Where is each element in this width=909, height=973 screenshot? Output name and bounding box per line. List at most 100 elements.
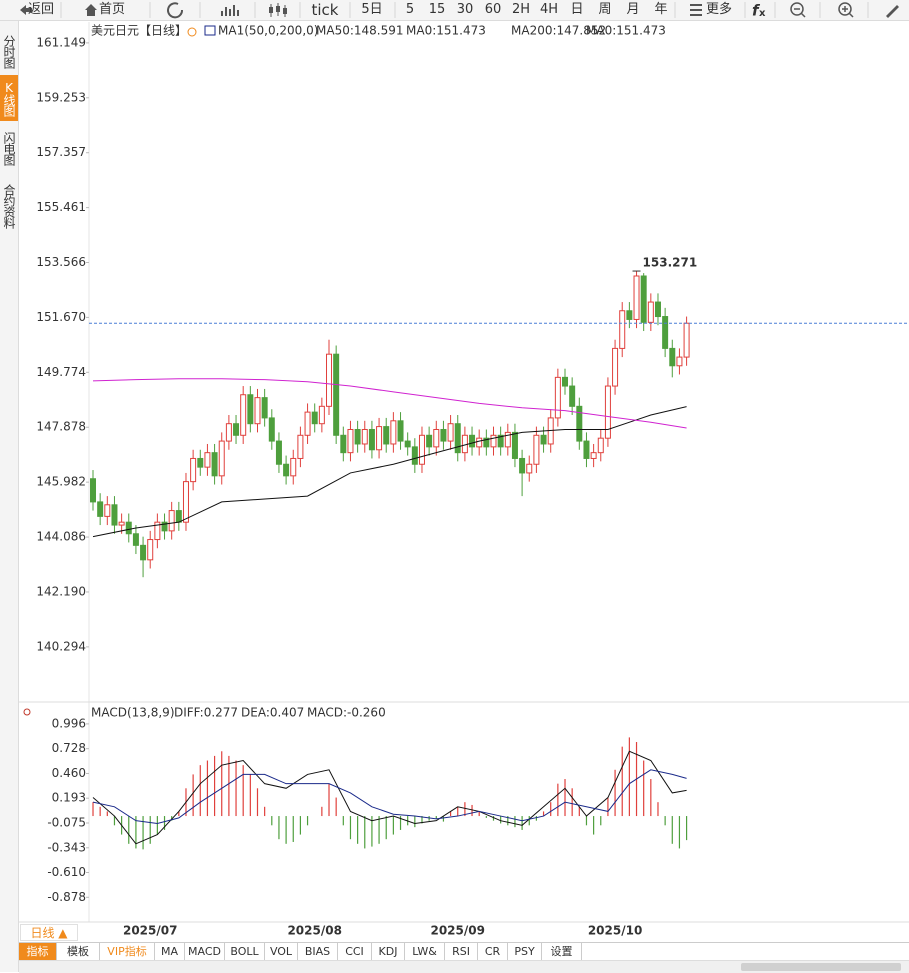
- toolbar-button[interactable]: 4H: [539, 2, 559, 17]
- indicator-tab[interactable]: LW&: [405, 943, 445, 960]
- candle-body: [247, 394, 254, 425]
- bar-icon[interactable]: [221, 5, 239, 16]
- macd-settings-icon[interactable]: [23, 708, 31, 716]
- candle-body: [612, 347, 619, 387]
- toolbar-button[interactable]: 月: [626, 2, 640, 17]
- candle-body: [347, 428, 354, 454]
- refresh-icon[interactable]: [167, 2, 184, 19]
- candle-icon[interactable]: [269, 7, 273, 13]
- y-tick-label: 0.193: [52, 791, 86, 805]
- chart-title: 美元日元: [91, 24, 139, 38]
- candle-body: [604, 385, 611, 439]
- toolbar-button[interactable]: 60: [484, 2, 502, 17]
- fx-icon-x[interactable]: x: [759, 8, 766, 19]
- candle-body: [540, 434, 547, 445]
- indicator-tab[interactable]: 模板: [57, 943, 100, 960]
- candle-body: [340, 434, 347, 454]
- y-tick-label: 0.460: [52, 766, 86, 780]
- draw-icon[interactable]: [886, 5, 899, 18]
- toolbar-button[interactable]: 5日: [361, 2, 383, 17]
- candle-body: [426, 434, 433, 448]
- candle-body: [469, 434, 476, 448]
- sidebar-tab[interactable]: 分时图: [2, 34, 16, 68]
- scroll-thumb[interactable]: [741, 963, 901, 971]
- candle-body: [583, 440, 590, 459]
- candle-body: [154, 521, 161, 541]
- period-label: 【日线】: [139, 24, 187, 38]
- candle-body: [418, 434, 425, 465]
- toolbar-button[interactable]: 日: [570, 2, 584, 17]
- period-button[interactable]: 日线 ▲: [20, 924, 78, 941]
- candle-body: [161, 521, 168, 532]
- more-icon[interactable]: [690, 4, 702, 16]
- indicator-tab[interactable]: KDJ: [372, 943, 405, 960]
- candle-body: [676, 356, 683, 367]
- indicator-tab[interactable]: VOL: [265, 943, 298, 960]
- legend-entry: MA50:148.591: [316, 24, 404, 38]
- indicator-tab[interactable]: VIP指标: [100, 943, 155, 960]
- candle-body: [211, 452, 218, 477]
- macd-line: [92, 750, 687, 845]
- toolbar-button[interactable]: 周: [598, 2, 612, 17]
- home-icon[interactable]: [85, 4, 97, 16]
- candle-body: [519, 457, 526, 474]
- legend-entry: MACD:-0.260: [307, 706, 386, 720]
- candle-body: [511, 431, 518, 459]
- candle-body: [297, 434, 304, 459]
- candle-body: [569, 385, 576, 407]
- toolbar-button[interactable]: 首页: [98, 2, 126, 17]
- candle-body: [554, 376, 561, 419]
- y-tick-label: 0.996: [52, 716, 86, 730]
- y-tick-label: 142.190: [36, 584, 86, 598]
- indicator-tab[interactable]: BOLL: [225, 943, 265, 960]
- y-tick-label: 144.086: [36, 530, 86, 544]
- candle-body: [261, 397, 268, 419]
- candle-body: [333, 353, 340, 436]
- candle-body: [490, 434, 497, 448]
- sidebar-tab[interactable]: 闪电图: [2, 131, 16, 165]
- indicator-tab[interactable]: 指标: [19, 943, 57, 960]
- candle-body: [132, 533, 139, 546]
- indicator-tab[interactable]: 设置: [542, 943, 582, 960]
- candle-body: [411, 446, 418, 465]
- toolbar-button[interactable]: tick: [311, 1, 339, 19]
- toolbar-button[interactable]: 2H: [511, 2, 531, 17]
- sidebar-tab[interactable]: K线图: [0, 75, 18, 121]
- candle-body: [447, 423, 454, 442]
- fx-icon[interactable]: f: [752, 2, 761, 20]
- zoom-out-icon[interactable]: [790, 2, 804, 16]
- candle-body: [683, 322, 690, 358]
- indicator-tab[interactable]: MA: [155, 943, 185, 960]
- toolbar-button[interactable]: 15: [428, 2, 446, 17]
- candle-body: [290, 457, 297, 477]
- y-tick-label: -0.610: [47, 865, 86, 879]
- zoom-in-icon[interactable]: [838, 2, 852, 16]
- indicator-icon[interactable]: [204, 25, 216, 36]
- candle-body: [326, 353, 333, 407]
- candle-body: [182, 481, 189, 523]
- indicator-tab[interactable]: CCI: [338, 943, 372, 960]
- candle-body: [526, 463, 533, 474]
- candle-body: [633, 275, 640, 320]
- indicator-tab[interactable]: BIAS: [298, 943, 338, 960]
- settings-icon[interactable]: [187, 27, 197, 37]
- indicator-tab[interactable]: CR: [478, 943, 508, 960]
- indicator-tab[interactable]: RSI: [445, 943, 478, 960]
- legend-entry: DIFF:0.277: [174, 706, 238, 720]
- indicator-tab[interactable]: PSY: [508, 943, 542, 960]
- sidebar-tab[interactable]: 合约资料: [2, 184, 16, 228]
- scrollbar[interactable]: [19, 960, 909, 973]
- y-tick-label: 0.728: [52, 741, 86, 755]
- toolbar-button[interactable]: 30: [456, 2, 474, 17]
- toolbar-button[interactable]: 年: [654, 2, 668, 17]
- sidebar: 分时图 K线图闪电图合约资料: [0, 21, 19, 972]
- candle-body: [504, 431, 511, 448]
- toolbar-button[interactable]: 更多: [705, 2, 733, 17]
- toolbar-icons: f x: [20, 2, 899, 20]
- toolbar-button[interactable]: 返回: [27, 2, 55, 17]
- toolbar-button[interactable]: 5: [405, 2, 415, 17]
- y-tick-label: 159.253: [36, 90, 86, 104]
- candle-body: [626, 310, 633, 320]
- back-icon[interactable]: [20, 5, 32, 15]
- indicator-tab[interactable]: MACD: [185, 943, 225, 960]
